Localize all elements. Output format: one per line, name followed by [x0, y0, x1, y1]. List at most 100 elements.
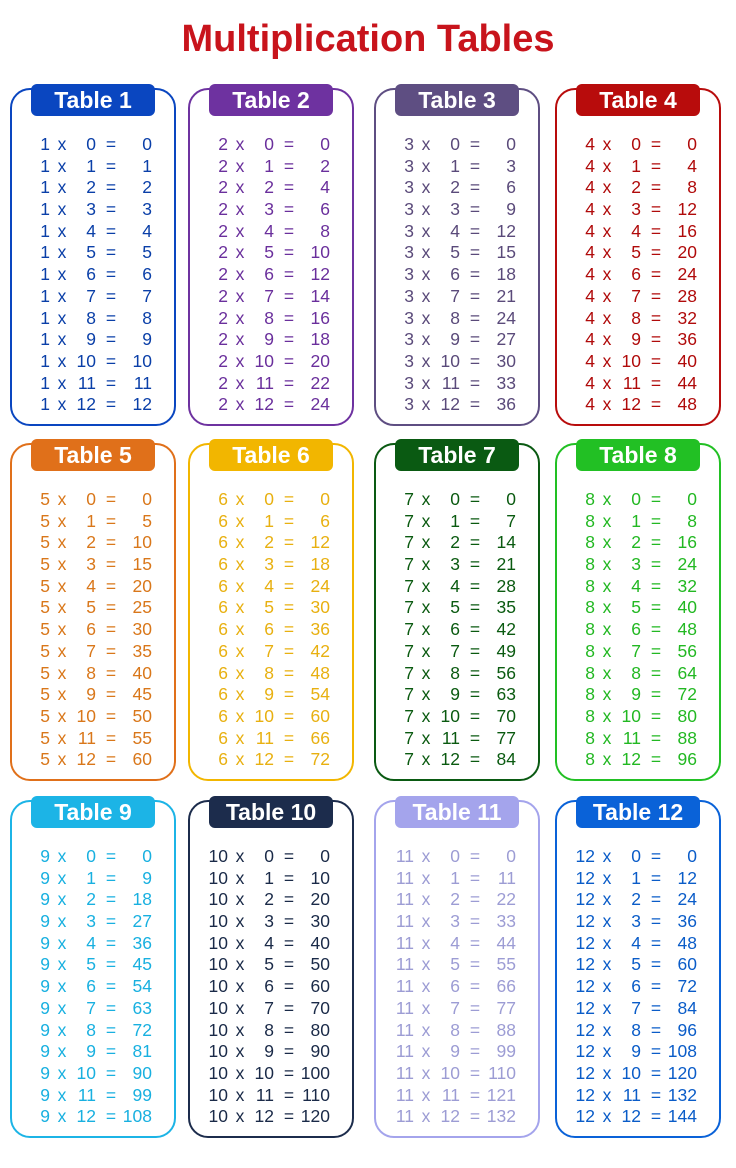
multiplicand: 9 — [40, 932, 50, 953]
times-sign: x — [57, 997, 67, 1018]
times-sign: x — [57, 199, 67, 220]
times-sign: x — [235, 329, 245, 350]
table-card-9: Table 9 9 x 0 = 0 9 x 1 = 9 9 x 2 = 18 9 x 3 = 27 9 x 4 = 36 9 x 5 = 4… — [10, 796, 176, 1138]
multiplier: 11 — [77, 727, 96, 748]
equals-sign: = — [650, 177, 662, 198]
times-sign: x — [235, 350, 245, 371]
equals-sign: = — [650, 1084, 662, 1105]
table-row: 1 x 11 = 11 — [12, 373, 174, 395]
multiplier: 12 — [254, 749, 274, 770]
table-header: Table 2 — [209, 84, 333, 116]
multiplicand: 4 — [585, 285, 595, 306]
equals-sign: = — [469, 532, 481, 553]
multiplicand: 1 — [40, 285, 50, 306]
multiplicand: 11 — [395, 997, 414, 1018]
table-row: 5 x 9 = 45 — [12, 684, 174, 706]
table-row: 1 x 6 = 6 — [12, 264, 174, 286]
multiplicand: 11 — [395, 889, 414, 910]
equals-sign: = — [469, 911, 481, 932]
multiplier: 12 — [76, 394, 96, 415]
multiplicand: 10 — [208, 997, 228, 1018]
equals-sign: = — [283, 705, 295, 726]
times-sign: x — [57, 640, 67, 661]
multiplicand: 1 — [40, 220, 50, 241]
multiplicand: 10 — [208, 1062, 228, 1083]
table-row: 8 x 12 = 96 — [557, 749, 719, 771]
times-sign: x — [57, 220, 67, 241]
multiplier: 11 — [441, 1084, 460, 1105]
multiplier: 6 — [450, 976, 460, 997]
equals-sign: = — [105, 350, 117, 371]
times-sign: x — [57, 350, 67, 371]
multiplicand: 8 — [585, 684, 595, 705]
product: 10 — [310, 867, 330, 888]
table-row: 7 x 1 = 7 — [376, 511, 538, 533]
product: 77 — [496, 727, 516, 748]
table-rows: 7 x 0 = 0 7 x 1 = 7 7 x 2 = 14 7 x 3 = 21 7 x 4 = 28 7 x 5 = 35 7 x 6 = 42… — [376, 489, 538, 771]
equals-sign: = — [469, 177, 481, 198]
times-sign: x — [57, 727, 67, 748]
product: 56 — [677, 640, 697, 661]
multiplier: 5 — [264, 242, 274, 263]
product: 55 — [496, 954, 516, 975]
equals-sign: = — [283, 867, 295, 888]
table-row: 10 x 2 = 20 — [190, 889, 352, 911]
product: 8 — [687, 510, 697, 531]
times-sign: x — [602, 350, 612, 371]
product: 0 — [320, 489, 330, 509]
multiplicand: 6 — [218, 684, 228, 705]
table-row: 2 x 4 = 8 — [190, 221, 352, 243]
multiplicand: 6 — [218, 619, 228, 640]
table-row: 3 x 2 = 6 — [376, 177, 538, 199]
multiplier: 11 — [77, 372, 96, 393]
equals-sign: = — [283, 640, 295, 661]
multiplier: 0 — [86, 134, 96, 154]
multiplier: 3 — [86, 554, 96, 575]
table-row: 1 x 3 = 3 — [12, 199, 174, 221]
multiplier: 7 — [86, 640, 96, 661]
times-sign: x — [235, 889, 245, 910]
table-card-10: Table 10 10 x 0 = 0 10 x 1 = 10 10 x 2 = 20 10 x 3 = 30 10 x 4 =… — [188, 796, 354, 1138]
equals-sign: = — [469, 155, 481, 176]
times-sign: x — [421, 684, 431, 705]
multiplier: 10 — [621, 705, 641, 726]
product: 7 — [142, 285, 152, 306]
equals-sign: = — [105, 489, 117, 509]
times-sign: x — [235, 242, 245, 263]
product: 10 — [132, 350, 152, 371]
multiplier: 9 — [631, 1041, 641, 1062]
table-row: 10 x 11 = 110 — [190, 1085, 352, 1107]
table-row: 2 x 10 = 20 — [190, 351, 352, 373]
equals-sign: = — [650, 1041, 662, 1062]
multiplier: 11 — [622, 1084, 641, 1105]
multiplicand: 11 — [395, 1019, 414, 1040]
table-row: 6 x 0 = 0 — [190, 489, 352, 511]
product: 60 — [132, 749, 152, 770]
times-sign: x — [602, 199, 612, 220]
multiplier: 5 — [450, 597, 460, 618]
multiplicand: 6 — [218, 489, 228, 509]
table-row: 11 x 1 = 11 — [376, 868, 538, 890]
table-row: 11 x 9 = 99 — [376, 1041, 538, 1063]
multiplicand: 10 — [208, 867, 228, 888]
product: 44 — [677, 372, 697, 393]
times-sign: x — [57, 597, 67, 618]
equals-sign: = — [469, 846, 481, 866]
product: 30 — [310, 911, 330, 932]
table-row: 4 x 0 = 0 — [557, 134, 719, 156]
multiplier: 10 — [621, 1062, 641, 1083]
times-sign: x — [602, 976, 612, 997]
multiplier: 11 — [255, 372, 274, 393]
product: 24 — [310, 575, 330, 596]
product: 6 — [506, 177, 516, 198]
equals-sign: = — [650, 532, 662, 553]
product: 48 — [310, 662, 330, 683]
equals-sign: = — [283, 1041, 295, 1062]
times-sign: x — [235, 489, 245, 509]
multiplicand: 5 — [40, 597, 50, 618]
times-sign: x — [235, 976, 245, 997]
times-sign: x — [57, 264, 67, 285]
multiplicand: 2 — [218, 307, 228, 328]
multiplicand: 1 — [40, 394, 50, 415]
multiplicand: 4 — [585, 134, 595, 154]
